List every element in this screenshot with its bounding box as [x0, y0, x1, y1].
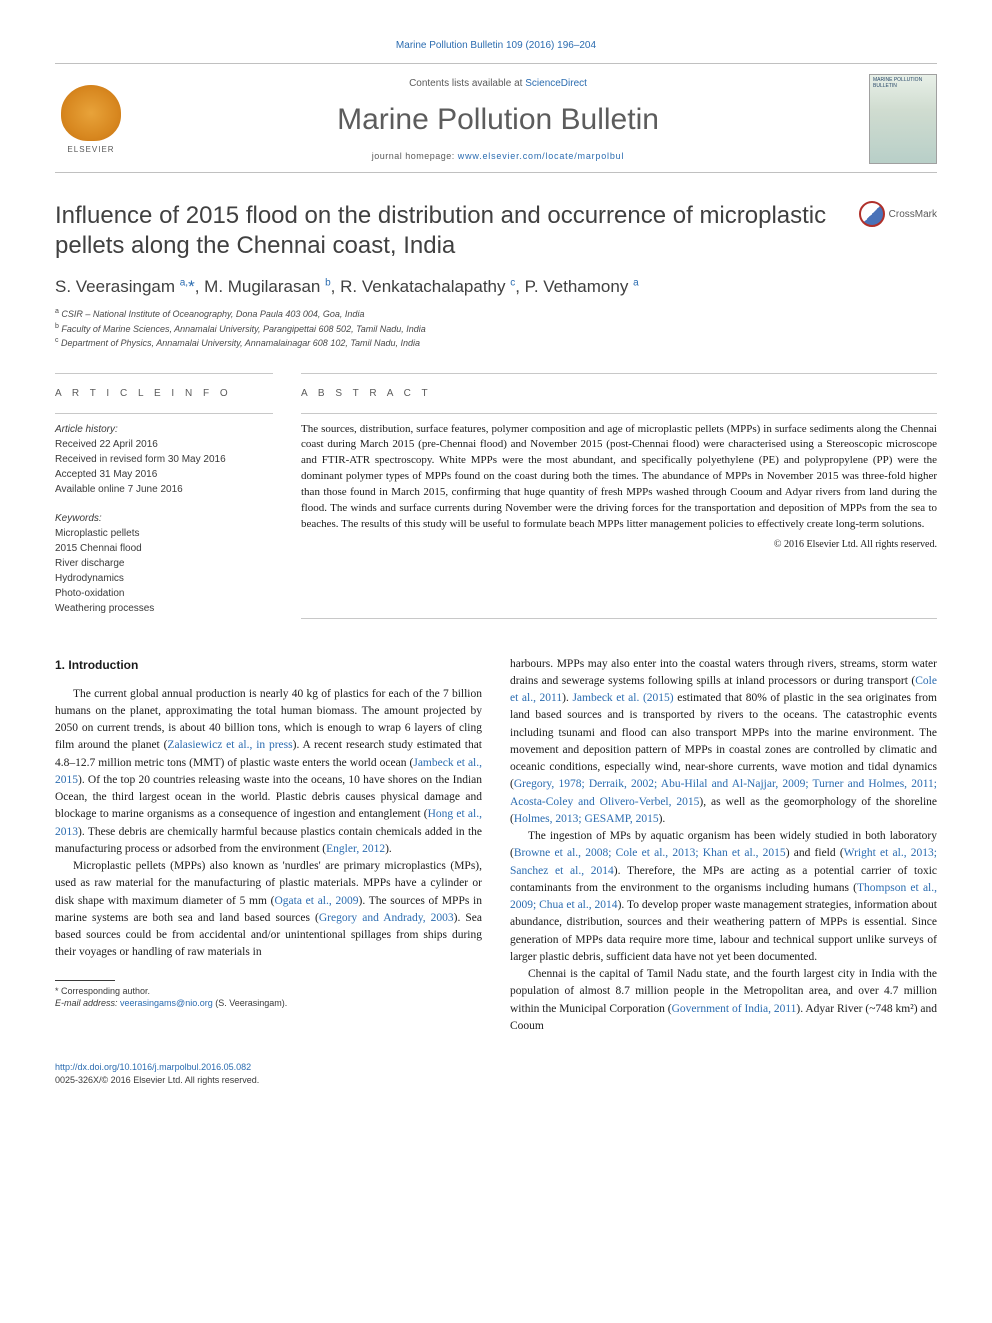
- journal-name: Marine Pollution Bulletin: [139, 103, 857, 137]
- para: The ingestion of MPs by aquatic organism…: [510, 828, 937, 966]
- para: harbours. MPPs may also enter into the c…: [510, 656, 937, 829]
- email-suffix: (S. Veerasingam).: [213, 998, 288, 1008]
- aff-sup: a: [55, 308, 59, 315]
- footnote-rule: [55, 980, 115, 981]
- contents-prefix: Contents lists available at: [409, 78, 525, 89]
- doi-link[interactable]: http://dx.doi.org/10.1016/j.marpolbul.20…: [55, 1061, 937, 1074]
- abstract-bottom-rule: [301, 618, 937, 619]
- para: Chennai is the capital of Tamil Nadu sta…: [510, 966, 937, 1035]
- elsevier-label: ELSEVIER: [67, 145, 114, 154]
- history-label: Article history:: [55, 422, 273, 437]
- abstract-copyright: © 2016 Elsevier Ltd. All rights reserved…: [301, 539, 937, 550]
- section-heading: 1. Introduction: [55, 656, 482, 674]
- keyword: 2015 Chennai flood: [55, 541, 273, 556]
- aff-text: CSIR – National Institute of Oceanograph…: [61, 309, 364, 319]
- keyword: Microplastic pellets: [55, 526, 273, 541]
- history-line: Received in revised form 30 May 2016: [55, 452, 273, 467]
- article-info-col: A R T I C L E I N F O Article history: R…: [55, 373, 273, 630]
- affiliation-c: c Department of Physics, Annamalai Unive…: [55, 336, 937, 351]
- aff-text: Faculty of Marine Sciences, Annamalai Un…: [61, 324, 425, 334]
- elsevier-logo: ELSEVIER: [55, 79, 127, 159]
- aff-sup: c: [55, 337, 59, 344]
- history-line: Accepted 31 May 2016: [55, 467, 273, 482]
- footer: http://dx.doi.org/10.1016/j.marpolbul.20…: [55, 1061, 937, 1086]
- email-label: E-mail address:: [55, 998, 120, 1008]
- right-column: harbours. MPPs may also enter into the c…: [510, 656, 937, 1036]
- email-address[interactable]: veerasingams@nio.org: [120, 998, 213, 1008]
- affiliation-a: a CSIR – National Institute of Oceanogra…: [55, 307, 937, 322]
- email-line: E-mail address: veerasingams@nio.org (S.…: [55, 997, 482, 1010]
- keyword: Weathering processes: [55, 601, 273, 616]
- homepage-line: journal homepage: www.elsevier.com/locat…: [139, 151, 857, 161]
- section-title: Introduction: [68, 658, 138, 672]
- journal-cover-thumb: MARINE POLLUTION BULLETIN: [869, 74, 937, 164]
- keywords-label: Keywords:: [55, 511, 273, 526]
- article-info-heading: A R T I C L E I N F O: [55, 373, 273, 413]
- crossmark-icon: [859, 201, 885, 227]
- left-column: 1. Introduction The current global annua…: [55, 656, 482, 1036]
- sciencedirect-link[interactable]: ScienceDirect: [525, 78, 587, 89]
- keyword: Hydrodynamics: [55, 571, 273, 586]
- corresponding-author: * Corresponding author.: [55, 985, 482, 998]
- para: Microplastic pellets (MPPs) also known a…: [55, 858, 482, 962]
- homepage-url[interactable]: www.elsevier.com/locate/marpolbul: [458, 151, 624, 161]
- article-title: Influence of 2015 flood on the distribut…: [55, 201, 859, 261]
- contents-line: Contents lists available at ScienceDirec…: [139, 78, 857, 89]
- keyword: Photo-oxidation: [55, 586, 273, 601]
- article-history: Article history: Received 22 April 2016 …: [55, 413, 273, 497]
- aff-text: Department of Physics, Annamalai Univers…: [61, 338, 420, 348]
- abstract-heading: A B S T R A C T: [301, 373, 937, 413]
- masthead: ELSEVIER Contents lists available at Sci…: [55, 63, 937, 173]
- cover-title: MARINE POLLUTION BULLETIN: [873, 78, 933, 89]
- aff-sup: b: [55, 323, 59, 330]
- abstract-text: The sources, distribution, surface featu…: [301, 413, 937, 534]
- affiliations: a CSIR – National Institute of Oceanogra…: [55, 307, 937, 351]
- crossmark-badge[interactable]: CrossMark: [859, 201, 937, 227]
- running-head: Marine Pollution Bulletin 109 (2016) 196…: [55, 40, 937, 51]
- affiliation-b: b Faculty of Marine Sciences, Annamalai …: [55, 322, 937, 337]
- issn-line: 0025-326X/© 2016 Elsevier Ltd. All right…: [55, 1074, 937, 1087]
- elsevier-tree-icon: [61, 85, 121, 141]
- section-number: 1.: [55, 658, 65, 672]
- keywords-block: Keywords: Microplastic pellets 2015 Chen…: [55, 511, 273, 616]
- history-line: Available online 7 June 2016: [55, 482, 273, 497]
- crossmark-label: CrossMark: [889, 209, 937, 220]
- history-line: Received 22 April 2016: [55, 437, 273, 452]
- para: The current global annual production is …: [55, 686, 482, 859]
- keyword: River discharge: [55, 556, 273, 571]
- authors: S. Veerasingam a,*, M. Mugilarasan b, R.…: [55, 277, 937, 297]
- homepage-prefix: journal homepage:: [372, 151, 458, 161]
- abstract-col: A B S T R A C T The sources, distributio…: [301, 373, 937, 630]
- body-columns: 1. Introduction The current global annua…: [55, 656, 937, 1036]
